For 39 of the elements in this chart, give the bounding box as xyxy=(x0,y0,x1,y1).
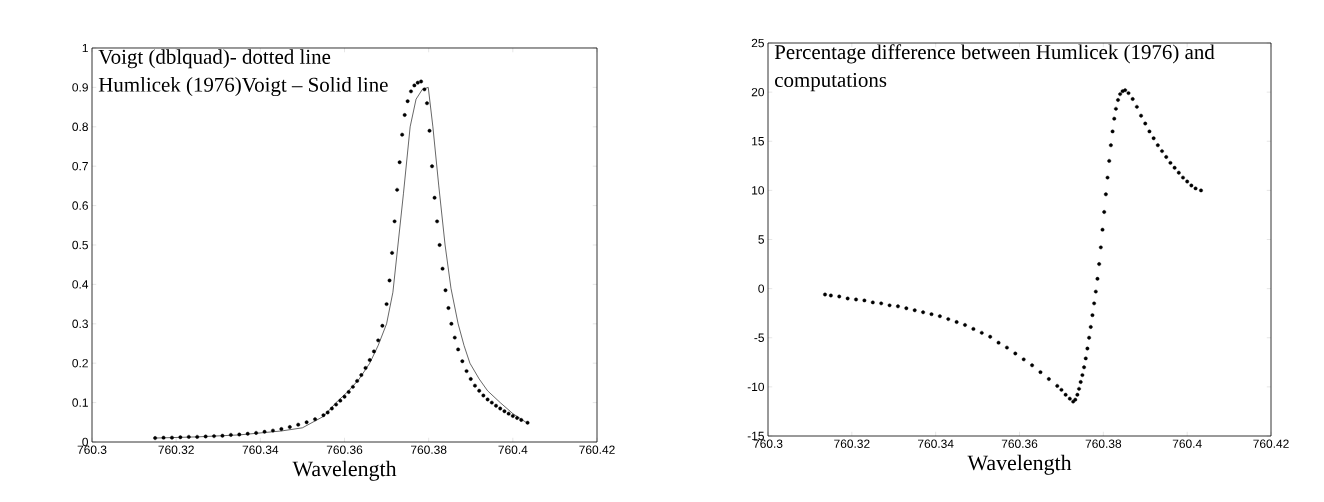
x-tick-label: 760.42 xyxy=(579,445,615,454)
y-tick-label: -5 xyxy=(754,333,764,342)
annotation: Voigt (dblquad)- dotted line xyxy=(98,49,331,69)
x-axis-title: Wavelength xyxy=(292,460,397,481)
x-axis-title: Wavelength xyxy=(967,454,1072,475)
x-tick-label: 760.4 xyxy=(1172,439,1202,448)
y-tick-label: 0 xyxy=(758,284,765,293)
x-tick-label: 760.36 xyxy=(326,445,363,454)
y-tick-label: 5 xyxy=(758,235,764,244)
x-tick-label: 760.4 xyxy=(498,445,528,454)
y-tick-label: -15 xyxy=(747,431,764,441)
y-tick-label: 0.7 xyxy=(72,161,88,171)
x-tick-label: 760.3 xyxy=(77,445,107,454)
annotation: Humlicek (1976)Voigt – Solid line xyxy=(98,77,388,97)
y-tick-label: 0.8 xyxy=(72,122,88,132)
x-tick-label: 760.42 xyxy=(1253,439,1289,448)
y-tick-label: 0.6 xyxy=(72,201,88,210)
y-tick-label: 10 xyxy=(752,186,765,195)
x-tick-label: 760.38 xyxy=(411,445,447,454)
x-tick-label: 760.32 xyxy=(834,439,870,448)
y-tick-label: 0.2 xyxy=(72,358,88,368)
y-tick-label: 20 xyxy=(751,87,765,97)
annotation: Percentage difference between Humlicek (1976) and computations xyxy=(774,44,1215,92)
y-tick-label: 0.3 xyxy=(72,319,88,329)
y-tick-label: 15 xyxy=(752,137,764,146)
y-tick-label: 0.9 xyxy=(72,83,88,92)
x-tick-label: 760.34 xyxy=(918,439,954,448)
y-tick-label: -10 xyxy=(747,382,765,392)
y-tick-label: 0.5 xyxy=(72,240,88,250)
x-tick-label: 760.32 xyxy=(158,445,194,454)
x-tick-label: 760.38 xyxy=(1085,439,1122,448)
y-tick-label: 0.4 xyxy=(72,280,89,289)
y-tick-label: 25 xyxy=(751,38,764,48)
y-tick-label: 0 xyxy=(82,437,89,447)
x-tick-label: 760.36 xyxy=(1001,439,1038,448)
y-tick-label: 0.1 xyxy=(72,398,88,407)
y-tick-label: 1 xyxy=(82,43,88,53)
x-tick-label: 760.34 xyxy=(242,445,279,454)
x-tick-label: 760.3 xyxy=(753,439,783,448)
